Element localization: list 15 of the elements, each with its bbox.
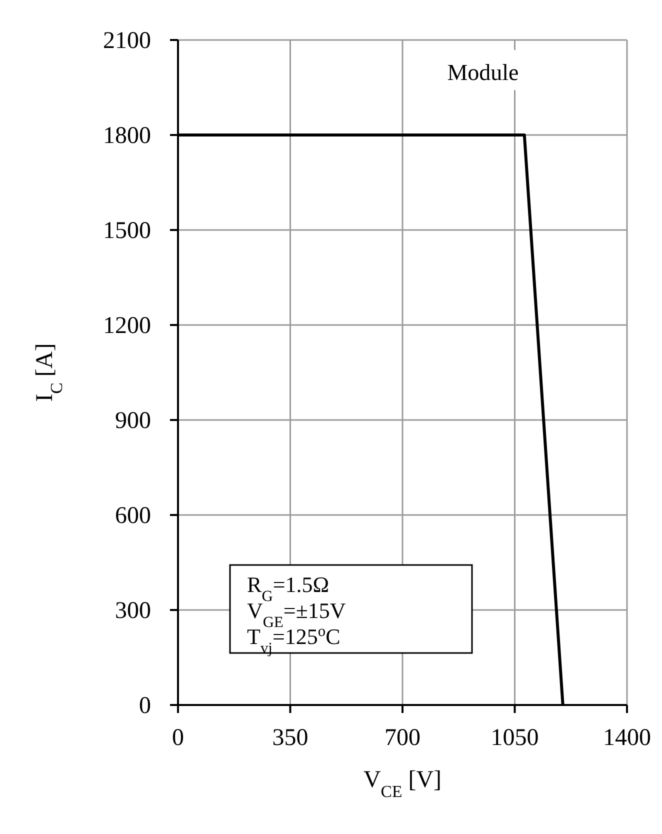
y-tick-label: 300 (115, 598, 151, 624)
x-axis-title: V$_{CE}$ [V] (363, 767, 442, 800)
y-tick-label: 900 (115, 408, 151, 434)
y-tick-label: 1800 (103, 123, 151, 149)
y-tick-label: 0 (139, 693, 151, 719)
y-tick-label: 600 (115, 503, 151, 529)
x-tick-label: 1400 (603, 725, 651, 751)
y-tick-label: 1500 (103, 218, 151, 244)
x-tick-label: 700 (384, 725, 420, 751)
x-tick-label: 350 (272, 725, 308, 751)
x-tick-label: 1050 (490, 725, 539, 751)
annotation: Module (447, 60, 519, 85)
x-tick-label: 0 (172, 725, 184, 751)
y-tick-label: 2100 (103, 28, 151, 54)
y-tick-label: 1200 (103, 313, 151, 339)
